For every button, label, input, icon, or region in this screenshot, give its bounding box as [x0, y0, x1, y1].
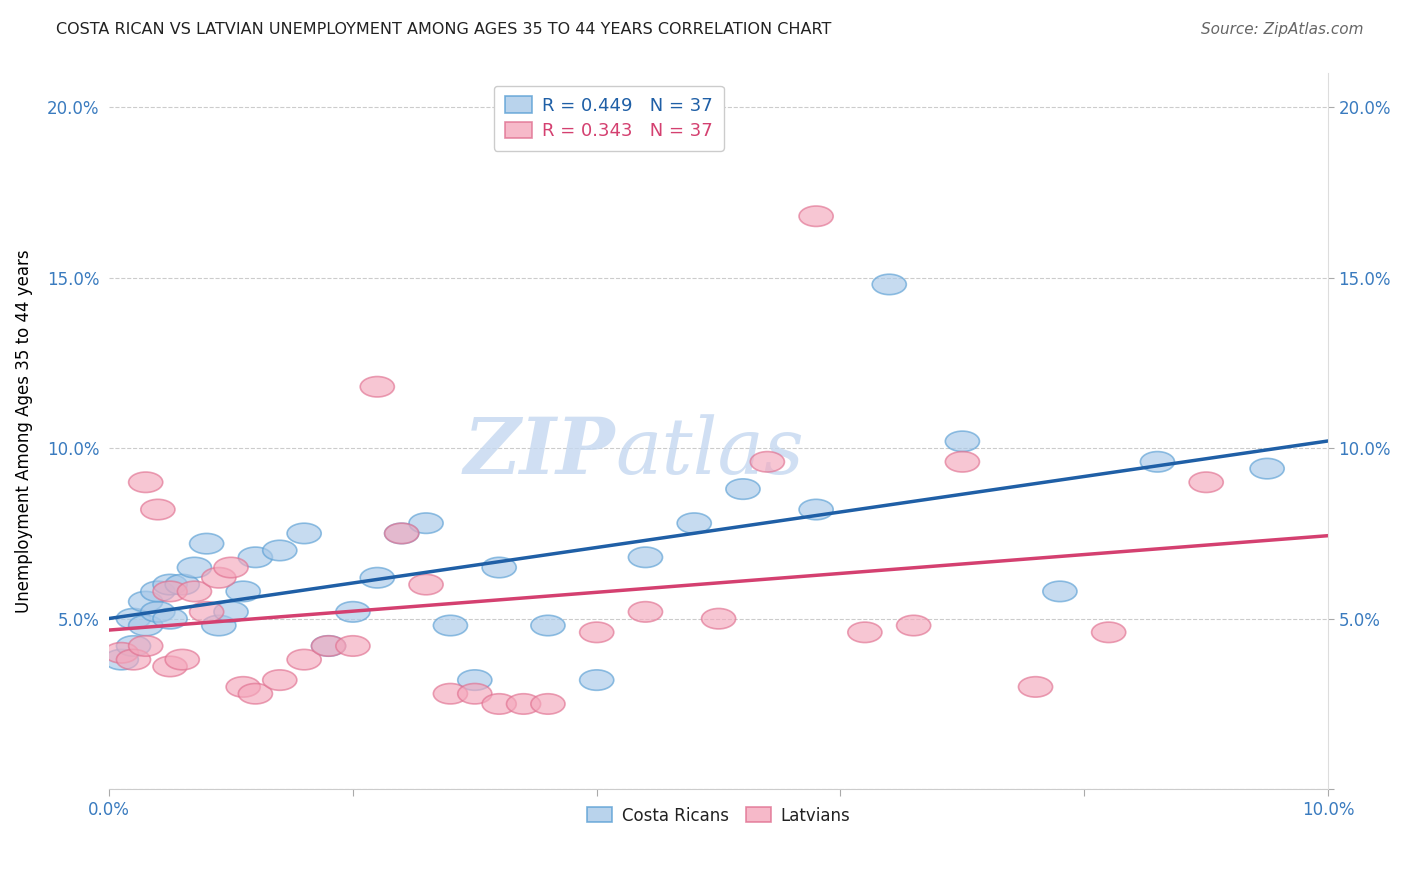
Ellipse shape [117, 649, 150, 670]
Ellipse shape [1043, 582, 1077, 601]
Ellipse shape [104, 649, 138, 670]
Ellipse shape [153, 608, 187, 629]
Legend: Costa Ricans, Latvians: Costa Ricans, Latvians [576, 797, 860, 835]
Ellipse shape [128, 591, 163, 612]
Ellipse shape [312, 636, 346, 657]
Ellipse shape [678, 513, 711, 533]
Ellipse shape [104, 642, 138, 663]
Ellipse shape [117, 636, 150, 657]
Ellipse shape [336, 601, 370, 622]
Ellipse shape [628, 547, 662, 567]
Ellipse shape [799, 206, 834, 227]
Ellipse shape [226, 677, 260, 698]
Ellipse shape [945, 431, 980, 451]
Ellipse shape [201, 615, 236, 636]
Ellipse shape [312, 636, 346, 657]
Ellipse shape [177, 558, 211, 578]
Ellipse shape [190, 601, 224, 622]
Ellipse shape [263, 541, 297, 561]
Ellipse shape [165, 574, 200, 595]
Text: COSTA RICAN VS LATVIAN UNEMPLOYMENT AMONG AGES 35 TO 44 YEARS CORRELATION CHART: COSTA RICAN VS LATVIAN UNEMPLOYMENT AMON… [56, 22, 831, 37]
Ellipse shape [433, 683, 467, 704]
Ellipse shape [153, 582, 187, 601]
Ellipse shape [1250, 458, 1284, 479]
Ellipse shape [945, 451, 980, 472]
Ellipse shape [336, 636, 370, 657]
Ellipse shape [201, 567, 236, 588]
Ellipse shape [531, 694, 565, 714]
Text: Source: ZipAtlas.com: Source: ZipAtlas.com [1201, 22, 1364, 37]
Ellipse shape [165, 649, 200, 670]
Ellipse shape [214, 601, 247, 622]
Ellipse shape [872, 274, 907, 294]
Ellipse shape [177, 582, 211, 601]
Ellipse shape [579, 622, 614, 642]
Ellipse shape [360, 376, 394, 397]
Ellipse shape [153, 574, 187, 595]
Ellipse shape [702, 608, 735, 629]
Ellipse shape [458, 670, 492, 690]
Ellipse shape [226, 582, 260, 601]
Ellipse shape [141, 601, 174, 622]
Ellipse shape [360, 567, 394, 588]
Ellipse shape [128, 615, 163, 636]
Ellipse shape [579, 670, 614, 690]
Y-axis label: Unemployment Among Ages 35 to 44 years: Unemployment Among Ages 35 to 44 years [15, 249, 32, 613]
Ellipse shape [128, 636, 163, 657]
Text: ZIP: ZIP [464, 415, 614, 491]
Ellipse shape [287, 524, 321, 543]
Ellipse shape [1189, 472, 1223, 492]
Ellipse shape [848, 622, 882, 642]
Ellipse shape [128, 472, 163, 492]
Ellipse shape [385, 524, 419, 543]
Ellipse shape [190, 533, 224, 554]
Ellipse shape [239, 547, 273, 567]
Ellipse shape [506, 694, 541, 714]
Ellipse shape [263, 670, 297, 690]
Text: atlas: atlas [614, 415, 804, 491]
Ellipse shape [239, 683, 273, 704]
Ellipse shape [141, 500, 174, 520]
Ellipse shape [117, 608, 150, 629]
Ellipse shape [409, 574, 443, 595]
Ellipse shape [385, 524, 419, 543]
Ellipse shape [751, 451, 785, 472]
Ellipse shape [141, 582, 174, 601]
Ellipse shape [287, 649, 321, 670]
Ellipse shape [433, 615, 467, 636]
Ellipse shape [799, 500, 834, 520]
Ellipse shape [458, 683, 492, 704]
Ellipse shape [531, 615, 565, 636]
Ellipse shape [1018, 677, 1053, 698]
Ellipse shape [409, 513, 443, 533]
Ellipse shape [628, 601, 662, 622]
Ellipse shape [214, 558, 247, 578]
Ellipse shape [482, 558, 516, 578]
Ellipse shape [1140, 451, 1174, 472]
Ellipse shape [482, 694, 516, 714]
Ellipse shape [897, 615, 931, 636]
Ellipse shape [153, 657, 187, 677]
Ellipse shape [725, 479, 761, 500]
Ellipse shape [1091, 622, 1126, 642]
